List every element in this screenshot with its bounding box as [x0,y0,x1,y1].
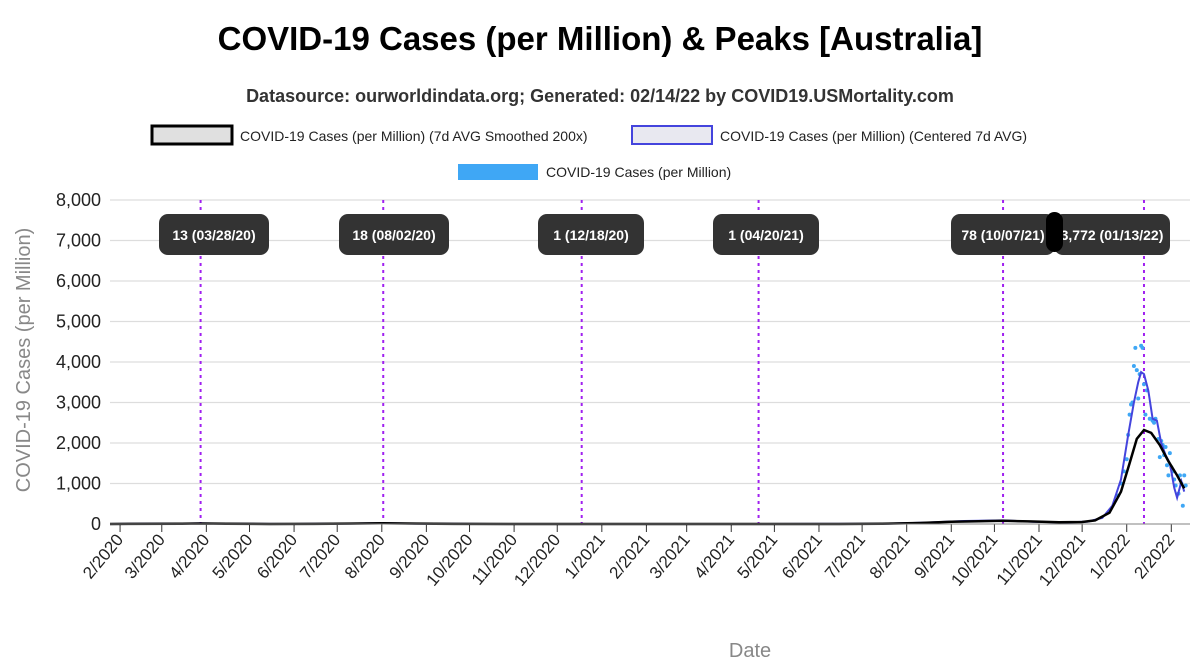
daily-case-point [1143,412,1148,417]
legend-swatch-smoothed [150,124,234,146]
peak-label-box [1054,214,1170,255]
daily-case-point [1136,396,1141,401]
y-axis-title: COVID-19 Cases (per Million) [13,228,35,493]
daily-case-point [1163,445,1168,450]
daily-case-point [1124,457,1129,462]
daily-case-point [1140,345,1145,350]
peak-label: 1 (12/18/20) [553,227,629,243]
peak-label: 18 (08/02/20) [352,227,435,243]
x-tick-label: 2/2022 [1130,530,1178,582]
y-tick-label: 5,000 [56,312,101,332]
peak-overlap-marker [1046,212,1063,252]
x-tick-label: 2/2020 [79,530,127,582]
legend-label-smoothed: COVID-19 Cases (per Million) (7d AVG Smo… [240,128,588,144]
x-tick-label: 8/2021 [866,530,914,582]
peak-label-box [339,214,449,255]
x-tick-label: 6/2021 [778,530,826,582]
daily-case-point [1141,382,1146,387]
daily-case-point [1166,473,1171,478]
smoothed-7d-avg-line [109,428,1186,526]
y-tick-label: 1,000 [56,474,101,494]
x-tick-label: 1/2022 [1086,530,1134,582]
daily-case-point [1133,345,1138,350]
x-tick-label: 8/2020 [341,530,389,582]
y-tick-label: 8,000 [56,190,101,210]
peak-label: 3,772 (01/13/22) [1061,227,1164,243]
x-tick-label: 7/2020 [296,530,344,582]
daily-case-point [1183,483,1188,488]
peak-label-box [538,214,644,255]
x-tick-label: 7/2021 [821,530,869,582]
daily-case-point [1152,420,1157,425]
y-tick-label: 2,000 [56,433,101,453]
peak-label-box [159,214,269,255]
daily-case-point [1134,368,1139,373]
daily-case-point [1131,364,1136,369]
x-tick-label: 12/2020 [510,530,564,589]
y-tick-label: 6,000 [56,271,101,291]
peak-label-box [951,214,1055,255]
y-tick-label: 4,000 [56,352,101,372]
daily-case-point [1164,463,1169,468]
chart-title: COVID-19 Cases (per Million) & Peaks [Au… [217,20,983,57]
peak-label: 13 (03/28/20) [172,227,255,243]
x-tick-label: 12/2021 [1035,530,1089,589]
daily-case-point [1147,416,1152,421]
x-tick-label: 3/2020 [121,530,169,582]
x-tick-label: 4/2020 [165,530,213,582]
legend-label-daily: COVID-19 Cases (per Million) [546,164,731,180]
x-tick-label: 1/2021 [561,530,609,582]
x-tick-label: 4/2021 [690,530,738,582]
x-tick-label: 5/2020 [209,530,257,582]
x-tick-label: 5/2021 [733,530,781,582]
daily-case-point [1167,451,1172,456]
daily-case-point [1180,503,1185,508]
legend-swatch-centered [631,125,713,145]
peak-label-box [713,214,819,255]
x-tick-label: 10/2021 [947,530,1001,589]
peak-label: 78 (10/07/21) [961,227,1044,243]
y-tick-label: 3,000 [56,393,101,413]
y-tick-label: 0 [91,514,101,534]
x-tick-label: 3/2021 [646,530,694,582]
daily-case-point [1157,455,1162,460]
legend-label-centered: COVID-19 Cases (per Million) (Centered 7… [720,128,1027,144]
x-axis-title: Date [729,640,771,662]
daily-case-point [1182,473,1187,478]
centered-7d-avg-line [109,370,1186,526]
x-tick-label: 10/2020 [423,530,477,589]
chart-subtitle: Datasource: ourworldindata.org; Generate… [246,86,954,106]
x-tick-label: 6/2020 [253,530,301,582]
y-tick-label: 7,000 [56,231,101,251]
peak-label: 1 (04/20/21) [728,227,804,243]
x-tick-label: 2/2021 [605,530,653,582]
legend-swatch-daily [458,164,538,180]
